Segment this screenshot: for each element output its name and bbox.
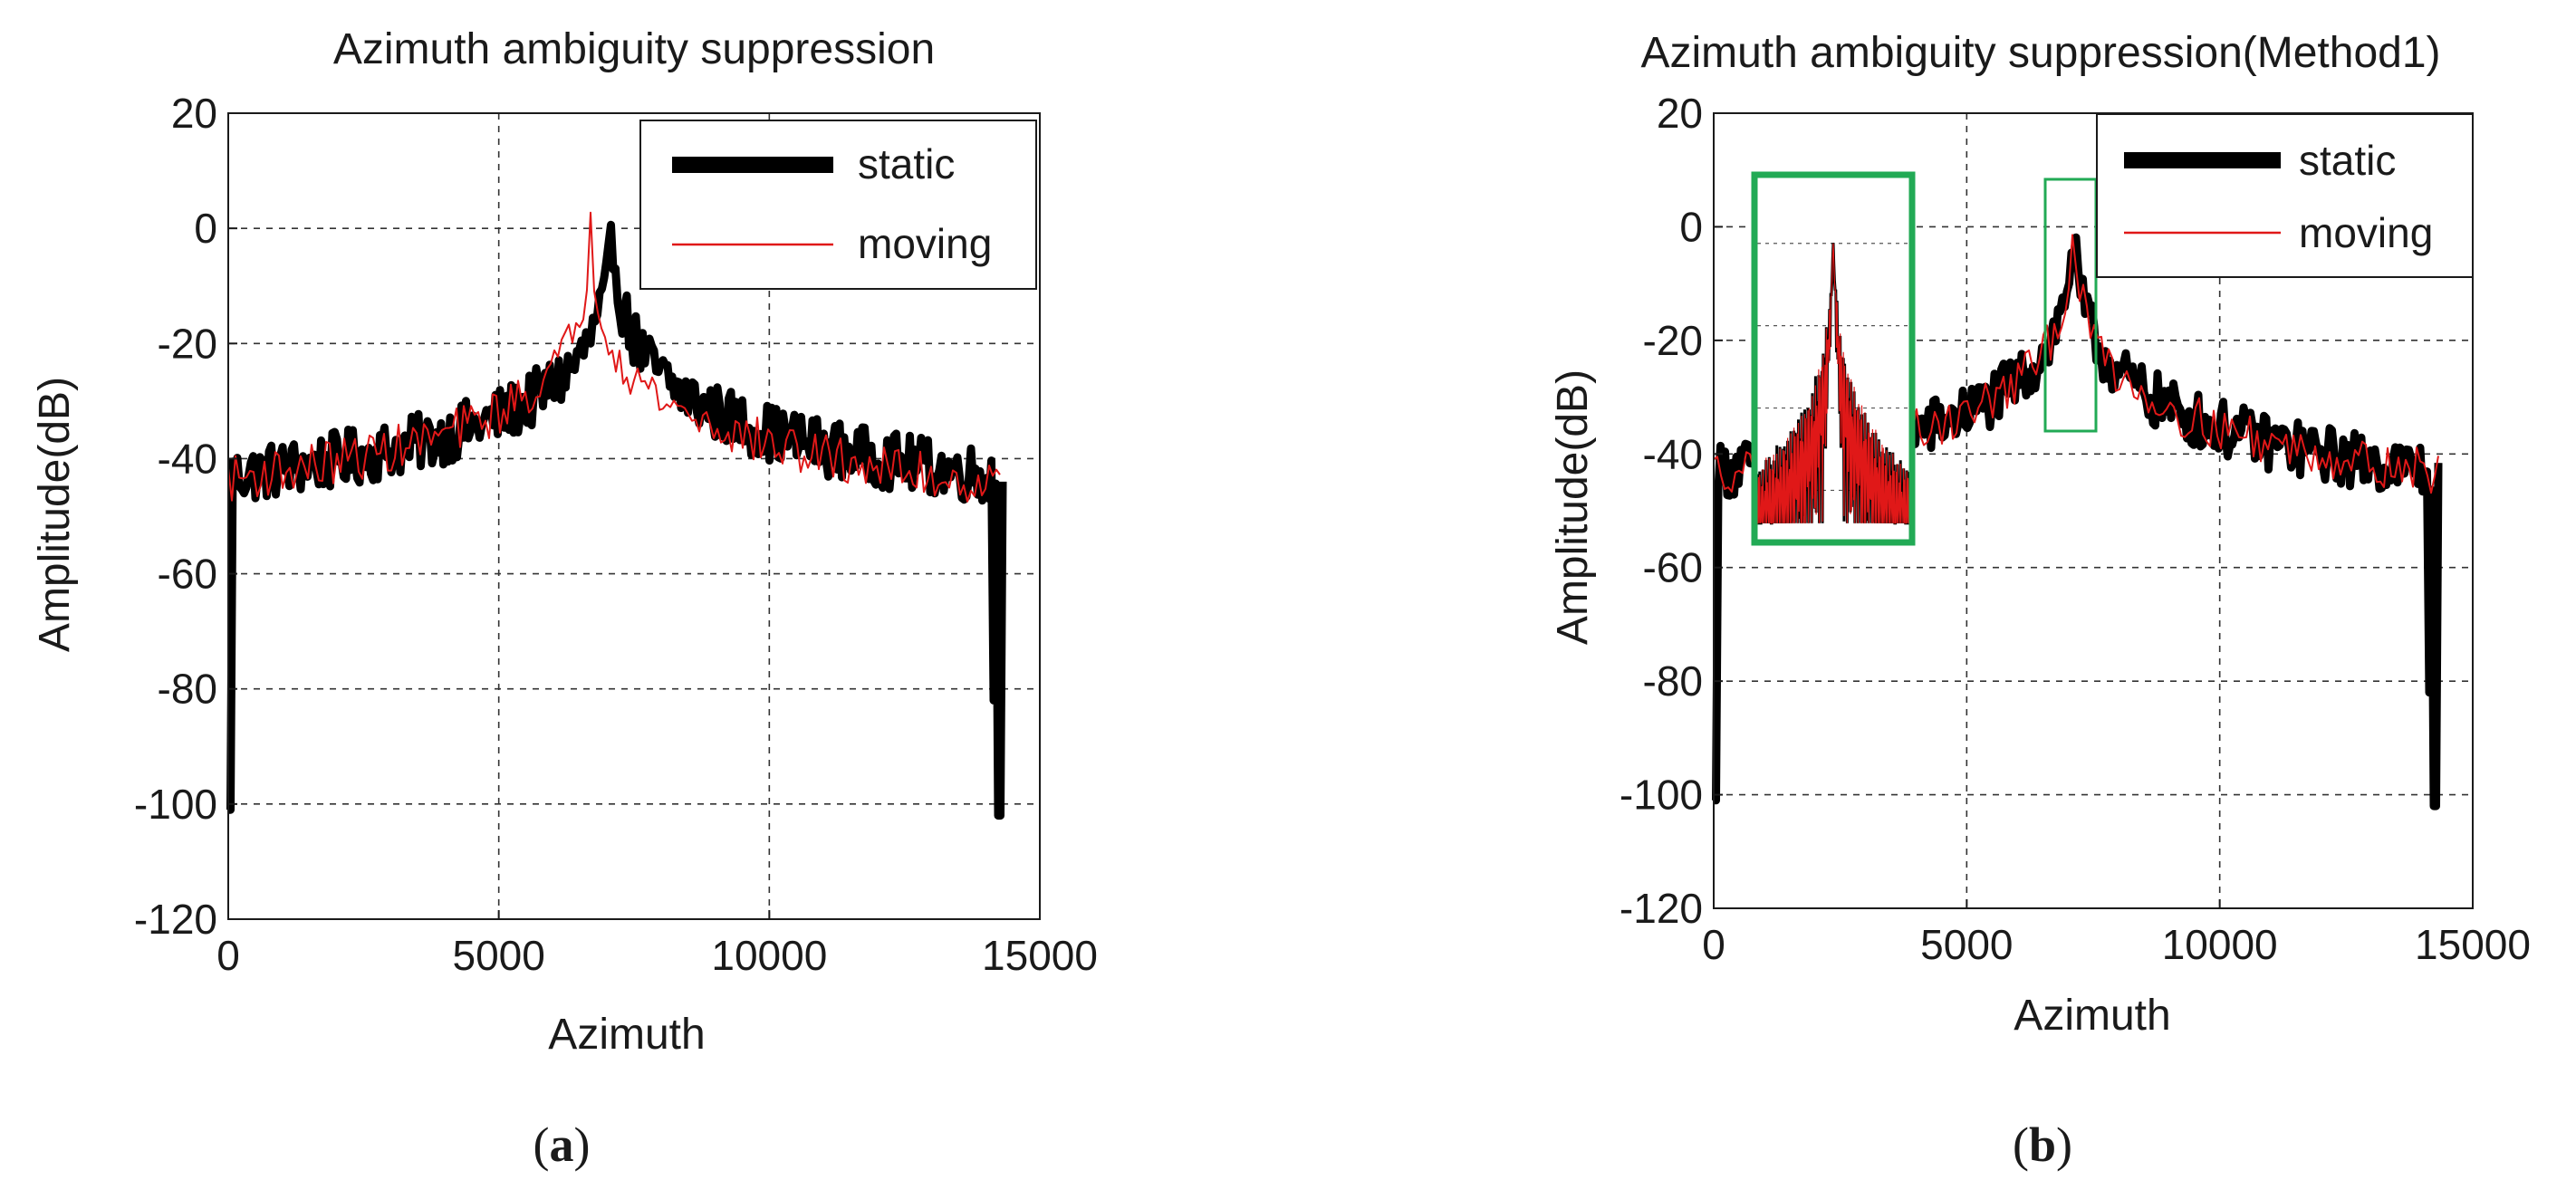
zoom-region-box [2043, 177, 2098, 433]
plot-area-a [226, 211, 1007, 820]
y-tick-label: -60 [158, 551, 217, 598]
y-tick-label: -60 [1643, 544, 1703, 591]
x-tick-label: 5000 [1920, 921, 2013, 968]
inset-moving-line [1757, 243, 1909, 524]
caption-letter-a: a [550, 1117, 574, 1172]
y-axis-label-a: Amplitude(dB) [31, 377, 79, 652]
x-tick-label: 5000 [452, 932, 544, 979]
series-static-line-a [226, 220, 1007, 820]
legend-static-label-a: static [858, 140, 955, 187]
y-tick-label: -120 [134, 896, 217, 943]
legend-b: static moving [2096, 113, 2474, 278]
y-tick-label: 20 [171, 90, 217, 137]
caption-letter-b: b [2029, 1117, 2056, 1172]
legend-box-a [639, 120, 1037, 290]
legend-moving-label-b: moving [2299, 209, 2433, 256]
chart-title-b: Azimuth ambiguity suppression(Method1) [1640, 29, 2440, 77]
x-tick-label: 10000 [2162, 921, 2278, 968]
y-tick-label: -80 [158, 666, 217, 713]
inset-frame [1751, 171, 1916, 546]
y-tick-label: 0 [194, 205, 217, 252]
y-tick-label: -20 [158, 320, 217, 367]
x-tick-label: 15000 [982, 932, 1098, 979]
legend-static-label-b: static [2299, 137, 2396, 184]
zoom-inset [1751, 171, 1916, 546]
caption-b: (b) [2013, 1117, 2072, 1172]
inset-plot [1757, 243, 1909, 525]
y-tick-label: -100 [1620, 772, 1703, 819]
x-axis-label-a: Azimuth [548, 1011, 705, 1059]
axis-ticks-b: 0 5000 10000 15000 20 0 -20 -40 -60 -80 -100 -120 [1620, 90, 2531, 968]
axes-frame-b [1713, 112, 2474, 909]
y-tick-label: -40 [158, 435, 217, 482]
axis-ticks-a: 0 5000 10000 15000 20 0 -20 -40 -60 -80 -100 -120 [134, 90, 1098, 979]
x-tick-label: 15000 [2415, 921, 2531, 968]
series-moving-line-a [227, 211, 1001, 503]
y-tick-label: -120 [1620, 885, 1703, 932]
x-tick-label: 0 [1702, 921, 1725, 968]
y-tick-label: -40 [1643, 430, 1703, 477]
y-tick-label: -20 [1643, 317, 1703, 364]
legend-a: static moving [639, 120, 1037, 290]
chart-title-a: Azimuth ambiguity suppression [333, 25, 935, 73]
x-tick-label: 10000 [711, 932, 827, 979]
x-axis-label-b: Azimuth [2014, 992, 2170, 1040]
y-tick-label: 20 [1657, 90, 1703, 137]
legend-moving-label-a: moving [858, 220, 992, 267]
y-tick-label: 0 [1679, 203, 1703, 250]
caption-a: (a) [533, 1117, 591, 1172]
y-axis-label-b: Amplitude(dB) [1549, 369, 1597, 645]
chart-b: 0 5000 10000 15000 20 0 -20 -40 -60 -80 -100 -120 A… [1549, 29, 2531, 1172]
legend-box-b [2096, 113, 2474, 278]
axes-frame-a [227, 112, 1041, 920]
y-tick-label: -100 [134, 781, 217, 828]
chart-a: 0 5000 10000 15000 20 0 -20 -40 -60 -80 -100 -120 A… [31, 25, 1098, 1172]
y-tick-label: -80 [1643, 657, 1703, 705]
x-tick-label: 0 [216, 932, 240, 979]
